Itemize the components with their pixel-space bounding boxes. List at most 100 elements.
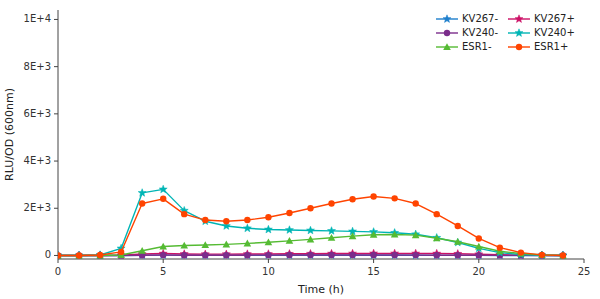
legend-label: ESR1- bbox=[462, 41, 492, 52]
series-marker bbox=[475, 251, 483, 259]
series-marker bbox=[455, 223, 461, 229]
series-marker bbox=[538, 251, 546, 259]
series-marker bbox=[118, 249, 124, 255]
series-marker bbox=[76, 252, 82, 258]
legend-item: KV240+ bbox=[508, 27, 575, 38]
x-tick bbox=[478, 259, 479, 263]
series-marker bbox=[497, 244, 503, 250]
series-marker bbox=[138, 189, 146, 197]
x-tick bbox=[58, 259, 59, 263]
series-marker bbox=[264, 250, 272, 258]
series-marker bbox=[201, 241, 209, 248]
plot-area bbox=[58, 185, 567, 259]
series-marker bbox=[96, 251, 104, 259]
series-marker bbox=[412, 200, 418, 206]
y-tick-label: 6E+3 bbox=[24, 108, 51, 119]
series-marker bbox=[244, 240, 252, 247]
series-marker bbox=[370, 252, 376, 258]
series-marker bbox=[139, 200, 145, 206]
legend-item: KV240- bbox=[436, 27, 498, 38]
series-marker bbox=[243, 224, 251, 232]
series-marker bbox=[244, 217, 250, 223]
series-marker bbox=[412, 231, 420, 238]
y-tick-label: 0 bbox=[45, 249, 51, 260]
series-marker bbox=[328, 200, 334, 206]
series-marker bbox=[96, 251, 104, 259]
series-marker bbox=[76, 252, 82, 258]
series-marker bbox=[370, 193, 376, 199]
series-marker bbox=[517, 250, 525, 258]
series-marker bbox=[476, 252, 482, 258]
series-marker bbox=[138, 247, 146, 254]
series-line bbox=[58, 196, 563, 255]
series-marker bbox=[201, 251, 209, 259]
x-tick-label: 10 bbox=[262, 266, 275, 277]
series-marker bbox=[475, 250, 483, 258]
series-marker bbox=[75, 251, 83, 259]
legend-marker bbox=[443, 43, 451, 50]
series-marker bbox=[243, 250, 251, 258]
series-marker bbox=[433, 234, 441, 241]
series-marker bbox=[391, 195, 397, 201]
x-axis-label: Time (h) bbox=[297, 283, 344, 296]
series-marker bbox=[265, 252, 271, 258]
series-marker bbox=[202, 252, 208, 258]
series bbox=[58, 193, 566, 258]
series-marker bbox=[160, 196, 166, 202]
series-marker bbox=[96, 251, 104, 259]
series-marker bbox=[538, 251, 546, 258]
series bbox=[58, 231, 567, 259]
series-marker bbox=[560, 252, 566, 258]
y-tick-label: 8E+3 bbox=[24, 61, 51, 72]
x-tick bbox=[584, 259, 585, 263]
series-marker bbox=[559, 251, 567, 259]
y-tick-label: 4E+3 bbox=[24, 155, 51, 166]
series-marker bbox=[538, 251, 546, 259]
series-marker bbox=[160, 252, 166, 258]
series-marker bbox=[222, 251, 230, 259]
x-tick bbox=[268, 259, 269, 263]
legend-item: KV267+ bbox=[508, 13, 575, 24]
legend-item: ESR1+ bbox=[508, 41, 568, 52]
series-marker bbox=[391, 231, 399, 238]
legend-marker bbox=[444, 30, 450, 36]
series-marker bbox=[454, 238, 462, 245]
series-marker bbox=[349, 232, 357, 239]
series-marker bbox=[434, 252, 440, 258]
series-marker bbox=[307, 236, 315, 243]
series-marker bbox=[75, 252, 83, 259]
legend-item: KV267- bbox=[436, 13, 498, 24]
x-axis-line bbox=[58, 259, 584, 260]
series-marker bbox=[539, 252, 545, 258]
series-marker bbox=[476, 235, 482, 241]
y-tick bbox=[54, 208, 58, 209]
series-marker bbox=[560, 252, 566, 258]
series-marker bbox=[159, 243, 167, 250]
legend-marker bbox=[516, 44, 522, 50]
legend-label: KV267+ bbox=[534, 13, 575, 24]
series-marker bbox=[412, 252, 418, 258]
series-marker bbox=[307, 205, 313, 211]
series-marker bbox=[455, 252, 461, 258]
series-marker bbox=[286, 252, 292, 258]
series-marker bbox=[181, 252, 187, 258]
x-tick-label: 5 bbox=[160, 266, 166, 277]
series-marker bbox=[475, 243, 483, 250]
legend-marker bbox=[515, 15, 523, 23]
series-marker bbox=[223, 218, 229, 224]
series-marker bbox=[412, 230, 420, 238]
series-marker bbox=[538, 251, 546, 259]
series-marker bbox=[349, 196, 355, 202]
y-tick bbox=[54, 19, 58, 20]
x-tick-label: 20 bbox=[472, 266, 485, 277]
series-marker bbox=[201, 217, 209, 225]
series-marker bbox=[58, 252, 61, 258]
series-marker bbox=[518, 249, 524, 255]
series-line bbox=[58, 234, 563, 255]
series-marker bbox=[517, 250, 525, 257]
series-marker bbox=[75, 251, 83, 259]
x-tick bbox=[163, 259, 164, 263]
y-axis-label: RLU/OD (600nm) bbox=[3, 88, 16, 181]
y-tick bbox=[54, 161, 58, 162]
series-marker bbox=[265, 238, 273, 245]
